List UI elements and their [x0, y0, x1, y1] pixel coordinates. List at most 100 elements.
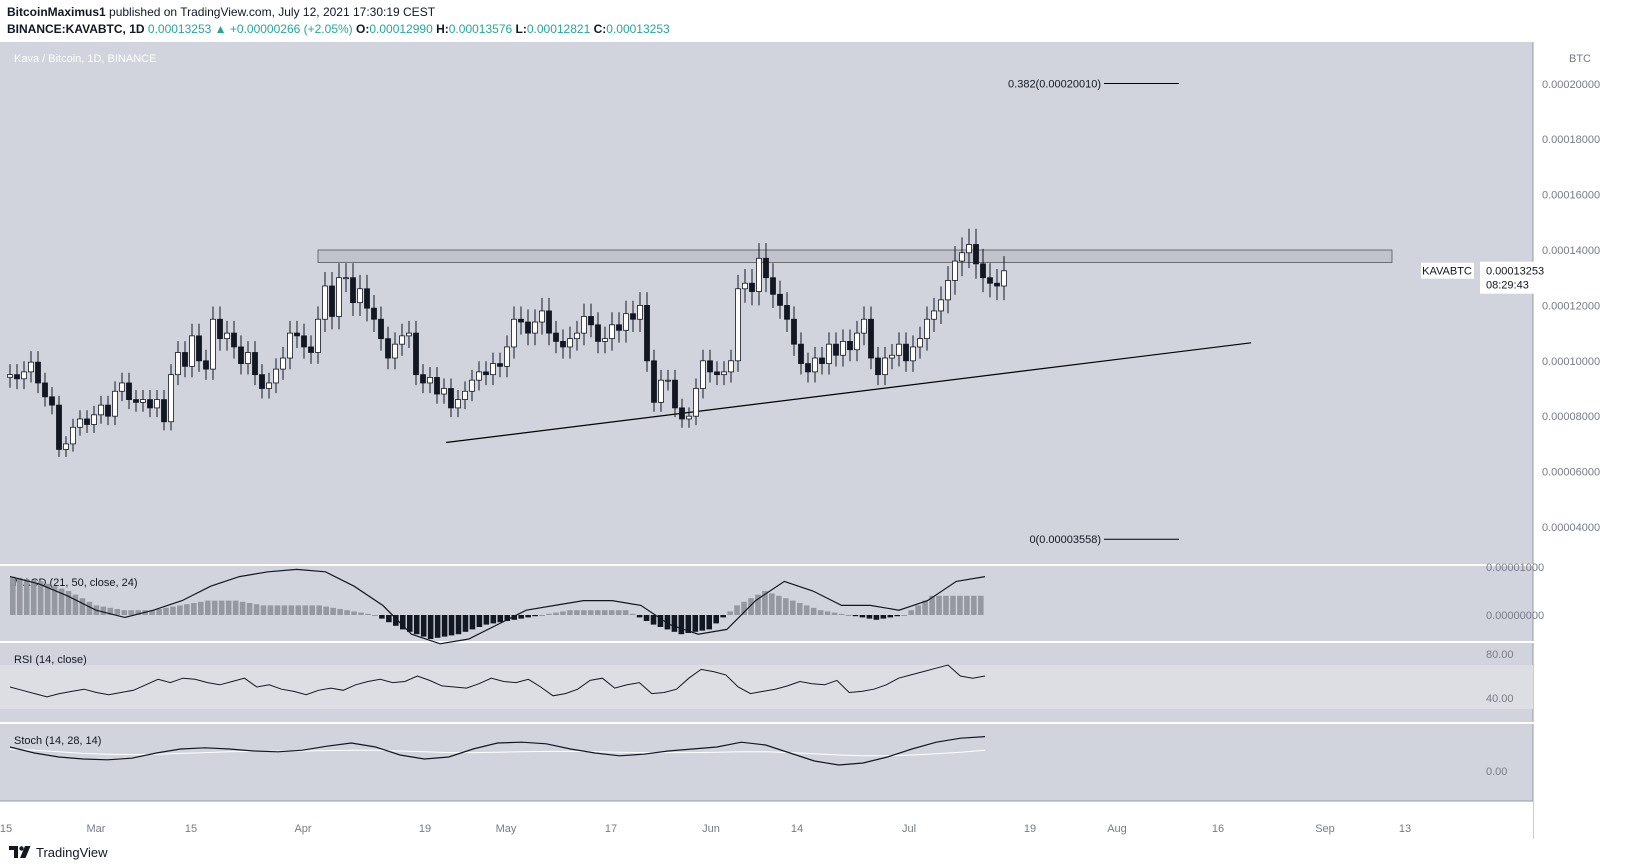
candle-body[interactable] [735, 288, 741, 362]
candle-body[interactable] [602, 338, 608, 342]
candle-body[interactable] [791, 318, 797, 345]
candle-body[interactable] [952, 260, 958, 281]
candle-body[interactable] [161, 399, 167, 423]
candle-body[interactable] [651, 360, 657, 403]
candle-body[interactable] [728, 360, 734, 373]
candle-body[interactable] [301, 335, 307, 348]
candle-body[interactable] [770, 277, 776, 295]
candle-body[interactable] [462, 390, 468, 400]
candle-body[interactable] [903, 343, 909, 362]
candle-body[interactable] [567, 338, 573, 348]
candle-body[interactable] [322, 285, 328, 320]
candle-body[interactable] [840, 341, 846, 356]
candle-body[interactable] [875, 357, 881, 376]
candle-body[interactable] [189, 335, 195, 367]
candle-body[interactable] [574, 332, 580, 340]
macd-line[interactable] [9, 568, 986, 645]
candle-body[interactable] [847, 341, 853, 351]
candle-body[interactable] [392, 343, 398, 359]
candle-body[interactable] [987, 277, 993, 284]
candle-body[interactable] [455, 399, 461, 409]
candle-body[interactable] [1001, 270, 1007, 287]
candle-body[interactable] [777, 293, 783, 306]
candle-body[interactable] [938, 299, 944, 312]
candle-body[interactable] [819, 357, 825, 364]
candle-body[interactable] [28, 361, 34, 373]
footer-brand[interactable]: TradingView [36, 844, 108, 860]
candle-body[interactable] [854, 332, 860, 351]
candle-body[interactable] [889, 354, 895, 359]
candle-body[interactable] [77, 418, 83, 428]
candle-body[interactable] [84, 418, 90, 425]
candle-body[interactable] [336, 277, 342, 317]
candle-body[interactable] [994, 282, 1000, 287]
candle-body[interactable] [112, 390, 118, 417]
candle-body[interactable] [546, 310, 552, 334]
candle-body[interactable] [924, 318, 930, 340]
candle-body[interactable] [469, 379, 475, 392]
candle-body[interactable] [959, 252, 965, 262]
candle-body[interactable] [966, 244, 972, 254]
candle-body[interactable] [203, 360, 209, 370]
stoch-k-line[interactable] [9, 736, 986, 766]
candle-body[interactable] [273, 368, 279, 384]
candle-body[interactable] [133, 399, 139, 403]
tradingview-logo-icon[interactable] [8, 845, 32, 859]
candle-body[interactable] [371, 307, 377, 320]
candle-body[interactable] [448, 388, 454, 409]
candle-body[interactable] [553, 332, 559, 342]
candle-body[interactable] [595, 324, 601, 342]
candle-body[interactable] [280, 357, 286, 370]
candle-body[interactable] [868, 318, 874, 359]
resistance-zone[interactable] [317, 249, 1393, 263]
candle-body[interactable] [357, 288, 363, 304]
candle-body[interactable] [217, 318, 223, 340]
candle-body[interactable] [798, 343, 804, 364]
candle-body[interactable] [294, 332, 300, 337]
candle-body[interactable] [63, 443, 69, 450]
candle-body[interactable] [14, 374, 20, 380]
candle-body[interactable] [406, 332, 412, 337]
candle-body[interactable] [672, 379, 678, 409]
candle-body[interactable] [511, 318, 517, 348]
candle-body[interactable] [259, 374, 265, 389]
candle-body[interactable] [518, 318, 524, 323]
candle-body[interactable] [42, 382, 48, 398]
candle-body[interactable] [714, 371, 720, 376]
candle-body[interactable] [637, 304, 643, 320]
candle-body[interactable] [784, 304, 790, 320]
candle-body[interactable] [378, 318, 384, 340]
candle-body[interactable] [616, 324, 622, 331]
candle-body[interactable] [287, 332, 293, 359]
candle-body[interactable] [525, 321, 531, 334]
candle-body[interactable] [385, 338, 391, 359]
rsi-line[interactable] [9, 664, 986, 698]
candle-body[interactable] [154, 399, 160, 409]
candle-body[interactable] [882, 357, 888, 376]
candle-body[interactable] [483, 371, 489, 376]
candle-body[interactable] [266, 382, 272, 389]
price-axis[interactable] [1533, 42, 1627, 801]
candle-body[interactable] [238, 346, 244, 364]
candle-body[interactable] [833, 343, 839, 356]
candle-body[interactable] [413, 332, 419, 376]
candle-body[interactable] [147, 399, 153, 409]
candle-body[interactable] [231, 332, 237, 348]
candle-body[interactable] [119, 382, 125, 392]
candle-body[interactable] [490, 363, 496, 376]
candle-body[interactable] [49, 396, 55, 406]
candle-body[interactable] [343, 277, 349, 280]
candle-body[interactable] [686, 415, 692, 420]
candle-body[interactable] [917, 338, 923, 348]
candle-body[interactable] [476, 371, 482, 381]
candle-body[interactable] [7, 374, 13, 378]
candle-body[interactable] [210, 318, 216, 370]
candle-body[interactable] [756, 257, 762, 292]
candle-body[interactable] [742, 282, 748, 290]
candle-body[interactable] [427, 377, 433, 384]
candle-body[interactable] [196, 335, 202, 362]
candle-body[interactable] [945, 280, 951, 301]
author-name[interactable]: BitcoinMaximus1 [7, 5, 106, 19]
candle-body[interactable] [98, 404, 104, 416]
candle-body[interactable] [623, 313, 629, 331]
